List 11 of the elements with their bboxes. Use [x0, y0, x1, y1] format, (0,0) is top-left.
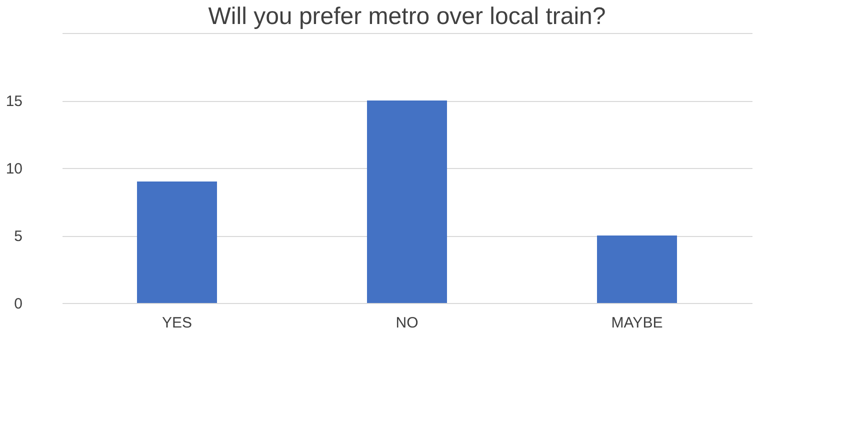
y-tick-label: 5 [14, 228, 22, 245]
bar [597, 236, 677, 303]
bar [367, 100, 447, 303]
chart-title: Will you prefer metro over local train? [208, 3, 606, 30]
x-tick-label: MAYBE [611, 314, 663, 332]
y-tick-label: 0 [14, 296, 22, 312]
y-tick-label: 10 [6, 160, 22, 178]
x-tick-label: NO [396, 314, 418, 332]
bar [137, 182, 217, 303]
x-tick-label: YES [162, 314, 192, 332]
y-tick-label: 15 [6, 93, 22, 110]
